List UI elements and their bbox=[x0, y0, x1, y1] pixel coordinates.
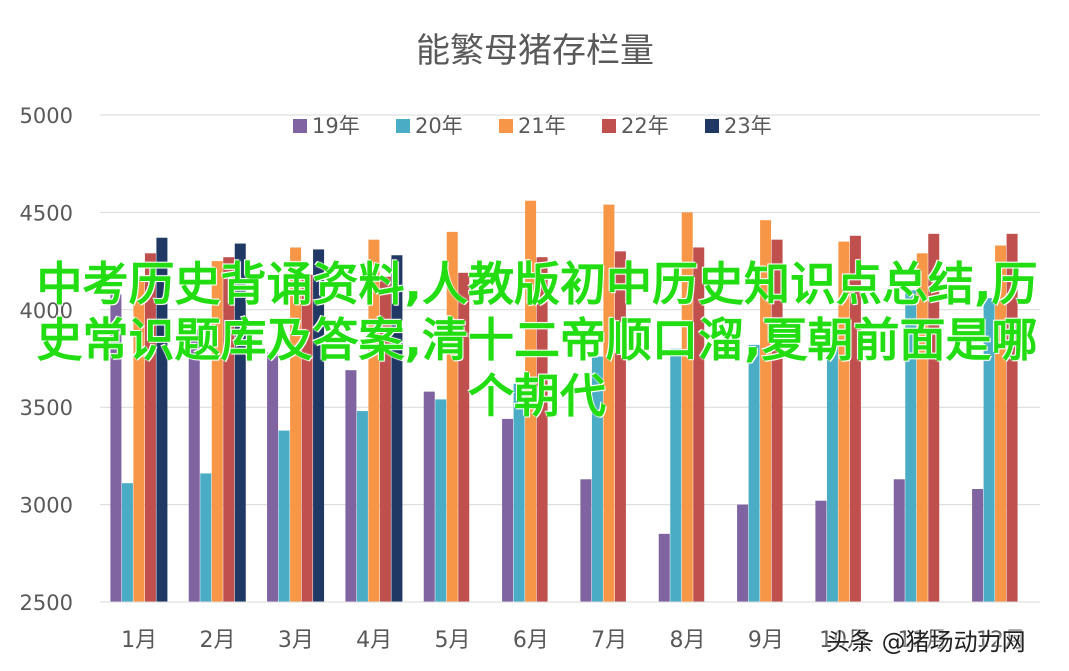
bar-19年-2月 bbox=[188, 329, 200, 602]
x-tick-label: 10月 bbox=[819, 628, 869, 653]
bar-22年-9月 bbox=[771, 239, 783, 602]
y-tick-label: 3000 bbox=[20, 494, 73, 518]
bar-23年-1月 bbox=[156, 237, 168, 602]
bar-19年-6月 bbox=[502, 418, 514, 602]
legend-swatch bbox=[499, 119, 513, 133]
x-tick-label: 5月 bbox=[435, 628, 471, 653]
bar-19年-1月 bbox=[110, 294, 122, 602]
bar-19年-8月 bbox=[658, 533, 670, 602]
bar-19年-5月 bbox=[423, 391, 435, 602]
legend-swatch bbox=[293, 119, 307, 133]
bar-20年-7月 bbox=[591, 356, 603, 602]
bar-21年-1月 bbox=[133, 278, 145, 602]
bar-20年-4月 bbox=[356, 411, 368, 602]
legend-label: 23年 bbox=[724, 114, 772, 138]
legend-label: 21年 bbox=[518, 114, 566, 138]
y-tick-label: 3500 bbox=[20, 396, 73, 420]
x-tick-label: 9月 bbox=[748, 628, 784, 653]
y-tick-label: 4000 bbox=[20, 299, 73, 323]
bar-22年-6月 bbox=[536, 257, 548, 602]
legend-swatch bbox=[396, 119, 410, 133]
bar-22年-7月 bbox=[614, 251, 626, 603]
bar-19年-9月 bbox=[737, 504, 749, 602]
bar-20年-2月 bbox=[200, 473, 212, 602]
bar-21年-7月 bbox=[603, 204, 615, 602]
bar-20年-6月 bbox=[513, 383, 525, 602]
bar-20年-11月 bbox=[905, 290, 917, 602]
legend-label: 22年 bbox=[621, 114, 669, 138]
bar-21年-4月 bbox=[368, 239, 380, 602]
bar-21年-6月 bbox=[525, 200, 537, 602]
bar-20年-5月 bbox=[435, 399, 447, 602]
bars bbox=[100, 200, 1040, 603]
legend-label: 20年 bbox=[415, 114, 463, 138]
bar-20年-3月 bbox=[278, 430, 290, 602]
x-tick-label: 6月 bbox=[513, 628, 549, 653]
x-tick-label: 12月 bbox=[976, 628, 1026, 653]
bar-22年-8月 bbox=[693, 247, 705, 603]
bar-22年-5月 bbox=[458, 272, 470, 602]
chart-title: 能繁母猪存栏量 bbox=[416, 31, 654, 71]
x-tick-label: 2月 bbox=[200, 628, 236, 653]
bar-21年-10月 bbox=[838, 241, 850, 602]
bar-20年-10月 bbox=[826, 337, 838, 602]
x-tick-label: 3月 bbox=[278, 628, 314, 653]
bar-21年-11月 bbox=[916, 253, 928, 603]
bar-19年-11月 bbox=[893, 479, 905, 602]
bar-19年-10月 bbox=[815, 500, 827, 602]
bar-22年-1月 bbox=[144, 253, 156, 603]
bar-21年-9月 bbox=[760, 220, 772, 602]
legend-swatch bbox=[602, 119, 616, 133]
bar-20年-8月 bbox=[670, 348, 682, 602]
bar-21年-8月 bbox=[681, 212, 693, 602]
x-tick-label: 4月 bbox=[356, 628, 392, 653]
x-axis-ticks: 1月 2月 3月 4月 5月 6月 7月 8月 9月 10月 11月 12月 bbox=[121, 628, 1026, 653]
x-tick-label: 11月 bbox=[898, 628, 948, 653]
bar-22年-12月 bbox=[1006, 233, 1018, 602]
bar-22年-11月 bbox=[928, 233, 940, 602]
y-axis-ticks: 2500 3000 3500 4000 4500 5000 bbox=[20, 104, 73, 615]
y-tick-label: 4500 bbox=[20, 201, 73, 225]
bar-22年-10月 bbox=[849, 235, 861, 602]
bar-21年-12月 bbox=[995, 245, 1007, 603]
bar-22年-4月 bbox=[379, 276, 391, 602]
legend: 19年 20年 21年 22年 23年 bbox=[293, 114, 772, 138]
bar-19年-12月 bbox=[972, 489, 984, 602]
legend-swatch bbox=[705, 119, 719, 133]
watermark: 头条 @猪场动力网 bbox=[826, 628, 1026, 656]
bar-21年-2月 bbox=[211, 261, 223, 602]
bar-20年-9月 bbox=[748, 344, 760, 602]
y-tick-label: 2500 bbox=[20, 591, 73, 615]
bar-23年-4月 bbox=[391, 255, 403, 603]
bar-21年-5月 bbox=[446, 231, 458, 602]
bar-19年-3月 bbox=[267, 352, 279, 602]
bar-22年-3月 bbox=[301, 274, 313, 602]
bar-22年-2月 bbox=[223, 257, 235, 602]
x-tick-label: 8月 bbox=[670, 628, 706, 653]
x-tick-label: 7月 bbox=[591, 628, 627, 653]
bar-23年-2月 bbox=[234, 243, 246, 602]
y-tick-label: 5000 bbox=[20, 104, 73, 128]
bar-19年-7月 bbox=[580, 479, 592, 602]
bar-21年-3月 bbox=[290, 247, 302, 603]
bar-23年-3月 bbox=[313, 249, 325, 603]
bar-20年-1月 bbox=[121, 483, 133, 602]
legend-label: 19年 bbox=[312, 114, 360, 138]
bar-20年-12月 bbox=[983, 298, 995, 602]
bar-19年-4月 bbox=[345, 370, 357, 602]
x-tick-label: 1月 bbox=[121, 628, 157, 653]
overlay-caption: 中考历史背诵资料,人教版初中历史知识点总结,历史常识题库及答案,清十二帝顺口溜,… bbox=[36, 257, 1038, 423]
